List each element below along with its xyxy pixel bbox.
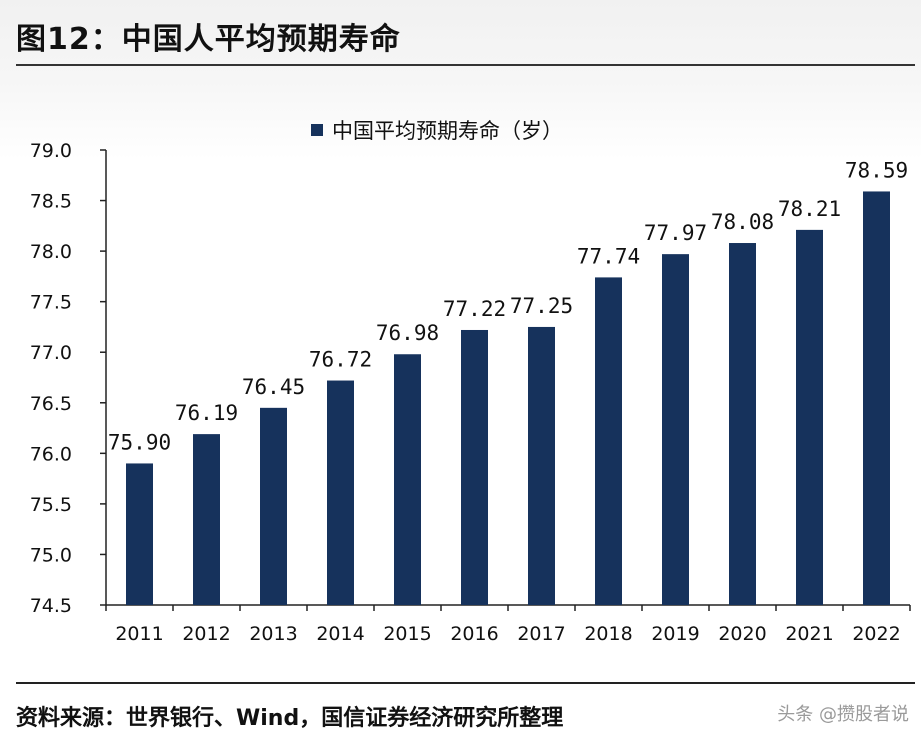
y-tick-label: 75.5: [30, 494, 72, 516]
data-label: 76.19: [175, 401, 238, 425]
data-label: 77.25: [510, 294, 573, 318]
y-tick-label: 76.5: [30, 393, 72, 415]
x-tick-label: 2013: [249, 623, 297, 645]
x-tick-label: 2014: [316, 623, 364, 645]
x-tick-label: 2016: [450, 623, 498, 645]
bar: [394, 354, 421, 605]
y-tick-label: 77.0: [30, 342, 72, 364]
bar: [528, 326, 555, 605]
x-axis: 2011 2012 2013 2014 2015 2016 2017 2018 2019 2020…: [105, 604, 911, 645]
y-tick-label: 78.0: [30, 241, 72, 263]
legend-label: 中国平均预期寿命（岁）: [332, 119, 563, 143]
data-label: 77.22: [443, 297, 506, 321]
x-tick-label: 2018: [584, 623, 632, 645]
y-tick-label: 76.0: [30, 443, 72, 465]
bar: [863, 191, 890, 605]
data-label: 76.98: [376, 321, 439, 345]
y-tick-label: 78.5: [30, 191, 72, 213]
x-tick-label: 2022: [852, 623, 900, 645]
x-tick-label: 2019: [651, 623, 699, 645]
data-label: 76.45: [242, 375, 305, 399]
bar: [662, 254, 689, 605]
bar: [327, 380, 354, 605]
y-tick-label: 77.5: [30, 292, 72, 314]
data-label: 78.08: [711, 210, 774, 234]
source-note: 资料来源：世界银行、Wind，国信证券经济研究所整理: [16, 706, 564, 731]
x-tick-label: 2011: [115, 623, 163, 645]
data-label: 76.72: [309, 348, 372, 372]
data-label: 78.59: [845, 158, 908, 182]
x-tick-label: 2012: [182, 623, 230, 645]
figure-title: 图12：中国人平均预期寿命: [16, 22, 401, 57]
data-label: 78.21: [778, 197, 841, 221]
y-tick-label: 75.0: [30, 544, 72, 566]
x-tick-label: 2017: [517, 623, 565, 645]
source-divider: [16, 682, 915, 684]
legend-swatch: [311, 124, 323, 136]
bar: [796, 229, 823, 605]
data-label: 75.90: [108, 430, 171, 454]
bar: [126, 463, 153, 605]
x-tick-label: 2021: [785, 623, 833, 645]
bar: [260, 407, 287, 605]
x-tick-label: 2015: [383, 623, 431, 645]
bar: [193, 434, 220, 605]
y-tick-label: 79.0: [30, 140, 72, 162]
watermark: 头条 @攒股者说: [777, 704, 909, 725]
y-axis: 74.5 75.0 75.5 76.0 76.5 77.0 77.5 78.0 78.5 79.0: [30, 140, 107, 617]
bar: [461, 329, 488, 605]
legend: 中国平均预期寿命（岁）: [311, 119, 563, 143]
bar-chart: 中国平均预期寿命（岁） 74.5 75.0 75.5 76.0 76.5 77.0 77.5…: [30, 119, 911, 645]
y-tick-label: 74.5: [30, 595, 72, 617]
bar: [729, 243, 756, 605]
data-label: 77.74: [577, 244, 640, 268]
title-divider: [16, 64, 915, 66]
bar: [595, 277, 622, 605]
data-label: 77.97: [644, 221, 707, 245]
x-tick-label: 2020: [718, 623, 766, 645]
